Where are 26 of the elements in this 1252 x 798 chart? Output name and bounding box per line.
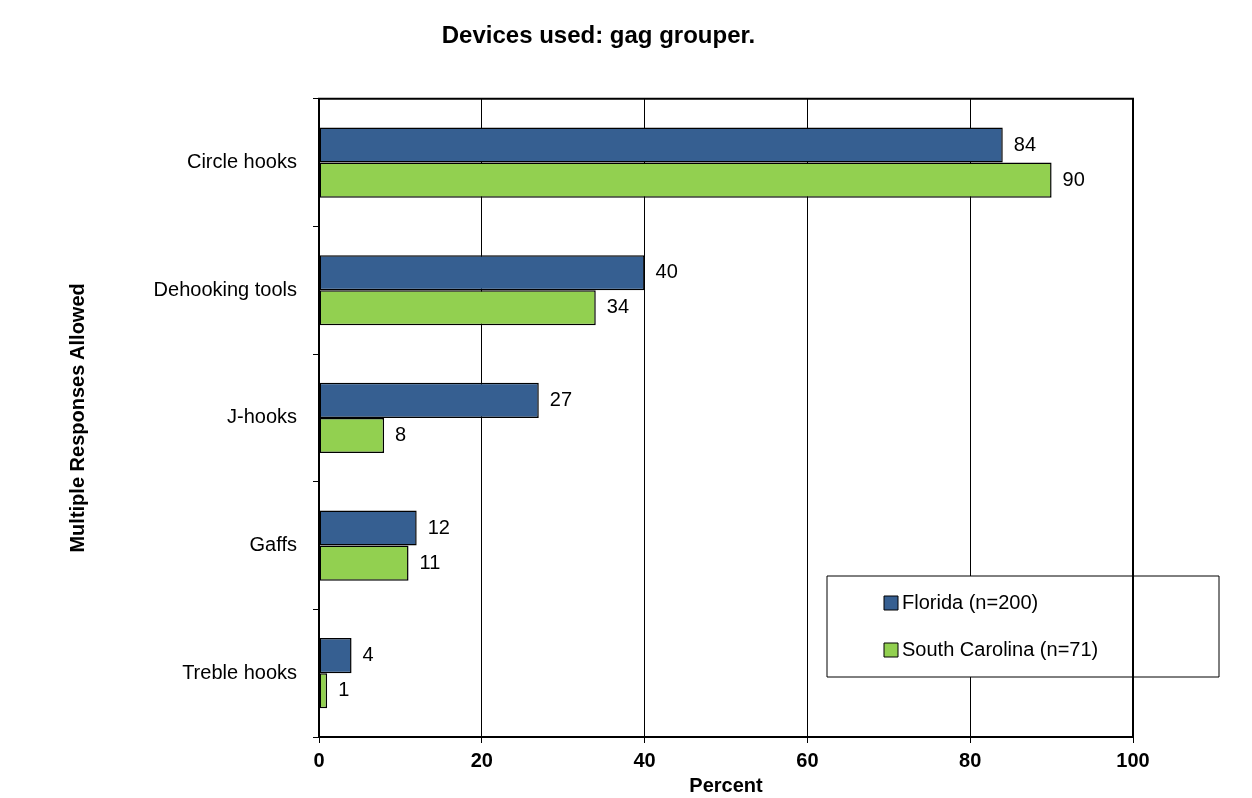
x-tick-label: 20 xyxy=(470,748,493,771)
x-tick-label: 100 xyxy=(1116,748,1150,771)
data-label: 34 xyxy=(606,295,630,318)
data-label: 11 xyxy=(419,550,441,573)
legend-label: South Carolina (n=71) xyxy=(902,637,1099,660)
data-label: 8 xyxy=(395,422,407,445)
chart-title: Devices used: gag grouper. xyxy=(441,21,756,49)
x-tick-label: 40 xyxy=(633,748,656,771)
data-label: 90 xyxy=(1062,167,1085,190)
data-label: 4 xyxy=(362,643,374,666)
x-tick-label: 80 xyxy=(959,748,982,771)
legend-label: Florida (n=200) xyxy=(902,590,1039,613)
data-label: 1 xyxy=(338,678,350,701)
data-label: 40 xyxy=(655,260,678,283)
y-tick-label: J-hooks xyxy=(226,405,297,428)
y-tick-label: Dehooking tools xyxy=(153,277,297,300)
y-tick-label: Gaffs xyxy=(249,533,297,556)
x-tick-label: 0 xyxy=(313,748,325,771)
x-axis-title: Percent xyxy=(689,773,764,796)
y-tick-label: Treble hooks xyxy=(182,660,297,683)
y-axis-title: Multiple Responses Allowed xyxy=(65,283,88,553)
x-tick-label: 60 xyxy=(796,748,819,771)
data-label: 27 xyxy=(549,387,573,410)
y-tick-label: Circle hooks xyxy=(186,150,297,173)
data-label: 12 xyxy=(427,515,450,538)
data-label: 84 xyxy=(1013,132,1037,155)
